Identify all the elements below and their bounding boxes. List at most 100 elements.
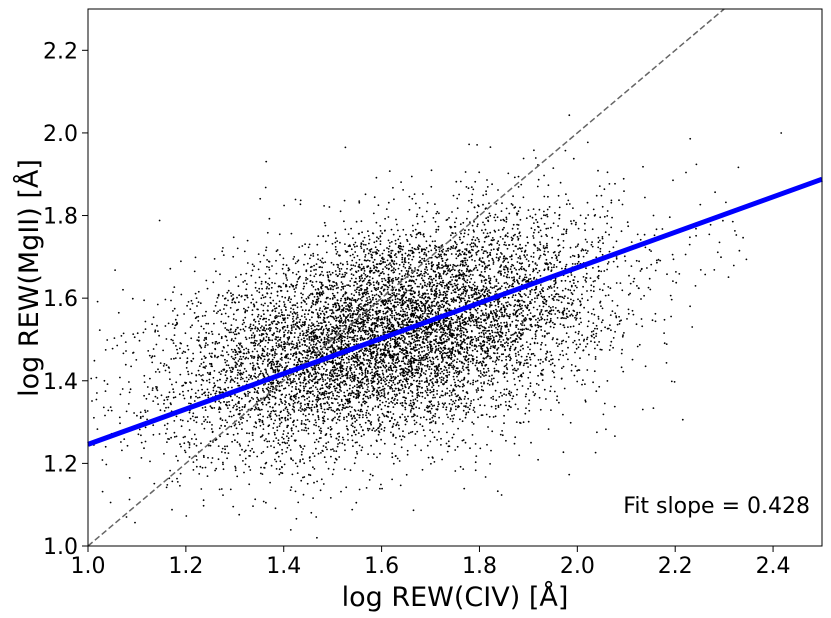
scatter-point (265, 371, 268, 374)
scatter-point (482, 367, 485, 370)
scatter-point (400, 181, 402, 184)
scatter-point (464, 310, 466, 313)
scatter-point (654, 269, 657, 272)
scatter-point (387, 254, 390, 256)
scatter-point (500, 252, 502, 254)
scatter-point (362, 357, 365, 360)
scatter-point (509, 359, 511, 362)
scatter-point (284, 400, 286, 402)
scatter-point (288, 268, 291, 271)
scatter-point (472, 399, 475, 401)
scatter-point (418, 251, 421, 254)
scatter-point (565, 340, 567, 343)
scatter-point (460, 371, 463, 373)
scatter-point (344, 321, 347, 324)
scatter-point (283, 301, 285, 303)
scatter-point (525, 362, 528, 365)
scatter-point (489, 301, 492, 304)
scatter-point (266, 446, 269, 448)
scatter-point (428, 368, 430, 371)
scatter-point (517, 300, 520, 303)
scatter-point (351, 422, 354, 425)
scatter-point (254, 286, 257, 289)
scatter-point (479, 376, 482, 378)
scatter-point (211, 457, 214, 459)
scatter-point (356, 386, 358, 389)
scatter-point (512, 250, 515, 252)
scatter-point (542, 361, 544, 363)
scatter-point (305, 276, 307, 279)
scatter-point (399, 484, 402, 487)
scatter-point (454, 449, 457, 451)
scatter-point (455, 257, 458, 260)
scatter-point (503, 275, 505, 277)
scatter-point (484, 308, 487, 311)
scatter-point (270, 292, 273, 295)
scatter-point (448, 317, 450, 320)
scatter-point (499, 256, 501, 258)
scatter-point (165, 364, 168, 367)
scatter-point (551, 358, 554, 361)
scatter-point (198, 396, 201, 399)
scatter-point (251, 269, 254, 272)
scatter-point (670, 380, 673, 383)
scatter-point (403, 436, 406, 438)
scatter-point (419, 416, 422, 419)
scatter-point (502, 218, 505, 221)
scatter-point (501, 202, 503, 205)
scatter-point (539, 312, 541, 315)
scatter-point (471, 357, 474, 360)
scatter-point (418, 293, 421, 295)
scatter-point (306, 345, 308, 348)
scatter-point (275, 389, 278, 392)
scatter-point (454, 279, 457, 282)
scatter-point (299, 375, 302, 378)
scatter-point (517, 368, 519, 370)
scatter-point (391, 388, 394, 390)
scatter-point (350, 299, 353, 302)
scatter-point (440, 255, 443, 258)
scatter-point (331, 391, 333, 393)
scatter-point (367, 292, 370, 295)
scatter-point (395, 311, 397, 314)
scatter-point (457, 325, 460, 328)
scatter-point (417, 244, 420, 247)
scatter-point (491, 335, 494, 337)
scatter-point (519, 364, 521, 366)
scatter-point (284, 296, 287, 299)
scatter-point (232, 406, 235, 409)
scatter-point (369, 276, 371, 278)
scatter-point (388, 254, 391, 256)
scatter-point (459, 418, 461, 421)
scatter-point (485, 374, 487, 377)
scatter-point (288, 444, 290, 447)
scatter-point (375, 298, 377, 300)
scatter-point (407, 258, 410, 260)
scatter-point (415, 215, 418, 218)
scatter-point (418, 385, 421, 388)
scatter-point (242, 371, 245, 374)
scatter-point (125, 516, 128, 518)
scatter-point (323, 205, 325, 207)
scatter-point (292, 258, 295, 260)
scatter-point (330, 337, 332, 339)
scatter-point (557, 194, 560, 197)
scatter-point (256, 344, 259, 346)
scatter-point (265, 317, 267, 320)
scatter-point (252, 451, 255, 454)
scatter-point (343, 307, 345, 309)
scatter-point (229, 488, 232, 491)
scatter-point (262, 360, 265, 363)
scatter-point (584, 229, 586, 232)
scatter-point (200, 374, 203, 377)
scatter-point (142, 415, 144, 418)
scatter-point (552, 371, 555, 374)
scatter-point (389, 420, 392, 422)
scatter-point (279, 363, 281, 366)
scatter-point (560, 301, 563, 304)
scatter-point (226, 445, 229, 448)
scatter-point (446, 450, 449, 453)
scatter-point (395, 317, 398, 320)
scatter-point (297, 259, 300, 262)
scatter-point (335, 341, 338, 344)
